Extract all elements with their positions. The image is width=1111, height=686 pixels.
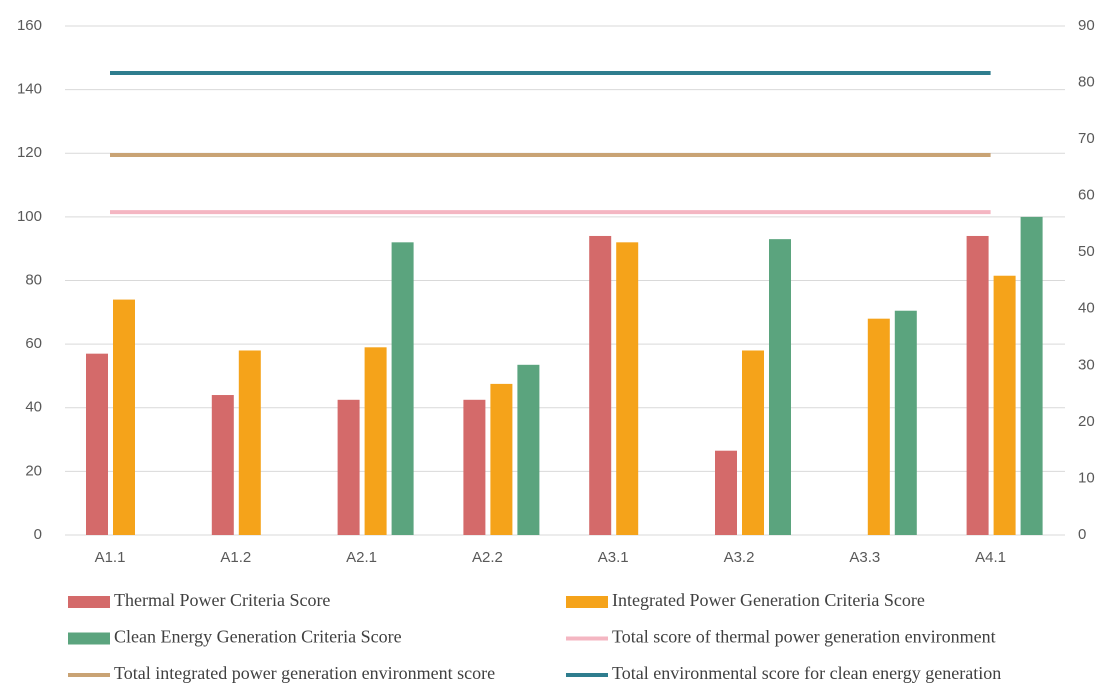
bar <box>867 318 890 535</box>
bar <box>769 239 791 536</box>
y2-tick-label: 0 <box>1078 526 1086 543</box>
y2-tick-label: 50 <box>1078 243 1095 260</box>
bar <box>391 242 414 535</box>
y2-tick-label: 40 <box>1078 300 1095 317</box>
y-tick-label: 20 <box>25 462 42 479</box>
bar <box>616 242 639 535</box>
y-tick-label: 140 <box>17 81 42 98</box>
x-tick-label: A2.1 <box>346 549 377 566</box>
bar <box>894 310 917 535</box>
legend-label: Total integrated power generation enviro… <box>114 663 495 683</box>
legend-label: Thermal Power Criteria Score <box>114 590 330 610</box>
y-tick-label: 120 <box>17 144 42 161</box>
legend-label: Integrated Power Generation Criteria Sco… <box>612 590 925 610</box>
bar <box>993 275 1016 535</box>
x-tick-label: A3.1 <box>598 549 629 566</box>
y2-tick-label: 20 <box>1078 413 1095 430</box>
bar <box>715 450 737 535</box>
bar <box>589 235 612 535</box>
y-tick-label: 160 <box>17 17 42 34</box>
legend-swatch <box>566 596 608 608</box>
y-tick-label: 60 <box>25 335 42 352</box>
bar <box>517 364 540 535</box>
bar <box>86 353 108 535</box>
bar <box>211 395 234 535</box>
bar <box>113 299 135 535</box>
y-tick-label: 100 <box>17 208 42 225</box>
y2-tick-label: 60 <box>1078 187 1095 204</box>
legend-label: Clean Energy Generation Criteria Score <box>114 627 402 647</box>
x-tick-label: A1.2 <box>220 549 251 566</box>
bar <box>966 235 989 535</box>
x-tick-label: A3.2 <box>724 549 755 566</box>
bar <box>364 347 387 535</box>
y2-tick-label: 30 <box>1078 356 1095 373</box>
x-tick-label: A4.1 <box>975 549 1006 566</box>
bar <box>463 399 486 535</box>
y2-tick-label: 90 <box>1078 17 1095 34</box>
bar <box>337 399 360 535</box>
x-tick-label: A3.3 <box>849 549 880 566</box>
x-tick-label: A2.2 <box>472 549 503 566</box>
y-tick-label: 0 <box>34 526 42 543</box>
y-tick-label: 80 <box>25 271 42 288</box>
x-tick-label: A1.1 <box>95 549 126 566</box>
y2-tick-label: 10 <box>1078 469 1095 486</box>
y2-tick-label: 70 <box>1078 130 1095 147</box>
bar <box>1020 216 1043 535</box>
bar <box>238 350 261 535</box>
legend-swatch <box>68 596 110 608</box>
legend-label: Total score of thermal power generation … <box>612 627 996 647</box>
bar <box>490 383 513 535</box>
legend-label: Total environmental score for clean ener… <box>612 663 1001 683</box>
bar <box>742 350 764 535</box>
legend-swatch <box>68 632 110 645</box>
y-tick-label: 40 <box>25 399 42 416</box>
y2-tick-label: 80 <box>1078 74 1095 91</box>
